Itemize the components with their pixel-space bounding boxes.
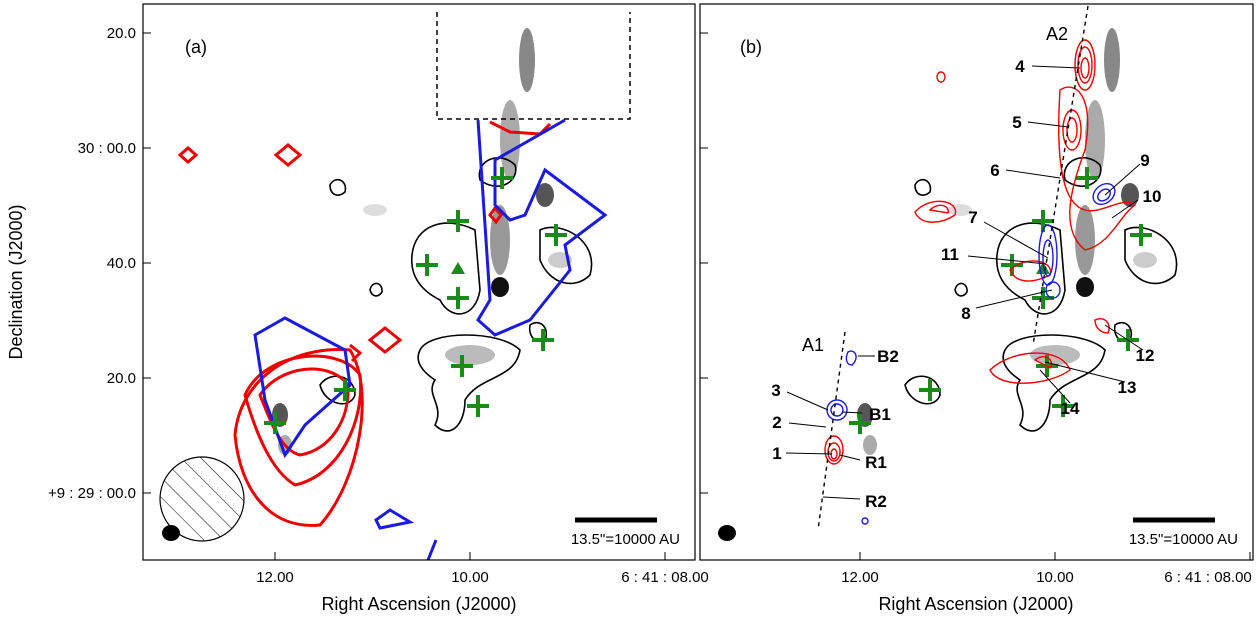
annotation: 7 [968, 208, 977, 227]
x-tick-label: 10.00 [1036, 569, 1074, 586]
panel-b: (b) 13.5"=10000 AU A2 4 5 6 9 10 7 11 8 … [699, 3, 1254, 614]
annotation: 10 [1143, 187, 1162, 206]
y-tick-label: +9 : 29 : 00.0 [48, 485, 136, 502]
annotation: 9 [1140, 151, 1149, 170]
annotation: 3 [771, 381, 780, 400]
annotation: 1 [772, 444, 781, 463]
y-tick-label: 20.0 [107, 370, 136, 387]
scale-bar-label: 13.5"=10000 AU [1129, 531, 1238, 548]
scale-bar-label: 13.5"=10000 AU [571, 531, 680, 548]
annotation: R2 [865, 492, 887, 511]
x-tick-label: 12.00 [256, 569, 294, 586]
annotation: 4 [1015, 57, 1025, 76]
annotation: A1 [802, 335, 824, 355]
y-tick-label: 40.0 [107, 255, 136, 272]
panel-a: (a) 13.5"=10000 AU 12.00 10.00 6 : 41 : … [142, 3, 709, 614]
y-tick-label: 30 : 00.0 [78, 140, 136, 157]
tick-marks [143, 32, 1251, 560]
x-axis-label: Right Ascension (J2000) [321, 594, 516, 614]
x-tick-label: 6 : 41 : 08.00 [621, 569, 709, 586]
panel-label: (a) [185, 37, 207, 57]
annotation: 12 [1136, 346, 1155, 365]
annotation: R1 [865, 453, 887, 472]
x-tick-label: 6 : 41 : 08.00 [1164, 569, 1252, 586]
annotation: 14 [1061, 399, 1080, 418]
panel-label: (b) [740, 37, 762, 57]
x-tick-label: 12.00 [841, 569, 879, 586]
annotation: 8 [961, 304, 970, 323]
x-tick-label: 10.00 [451, 569, 489, 586]
annotation: A2 [1046, 24, 1068, 44]
y-axis-label: Declination (J2000) [6, 204, 26, 359]
annotation: 6 [990, 161, 999, 180]
annotation: 2 [772, 413, 781, 432]
y-tick-label: 20.0 [107, 25, 136, 42]
annotation: B1 [869, 405, 891, 424]
annotation: 5 [1012, 113, 1021, 132]
annotation: 11 [941, 245, 959, 264]
annotation: 13 [1118, 378, 1137, 397]
x-axis-label: Right Ascension (J2000) [878, 594, 1073, 614]
annotation: B2 [877, 347, 899, 366]
